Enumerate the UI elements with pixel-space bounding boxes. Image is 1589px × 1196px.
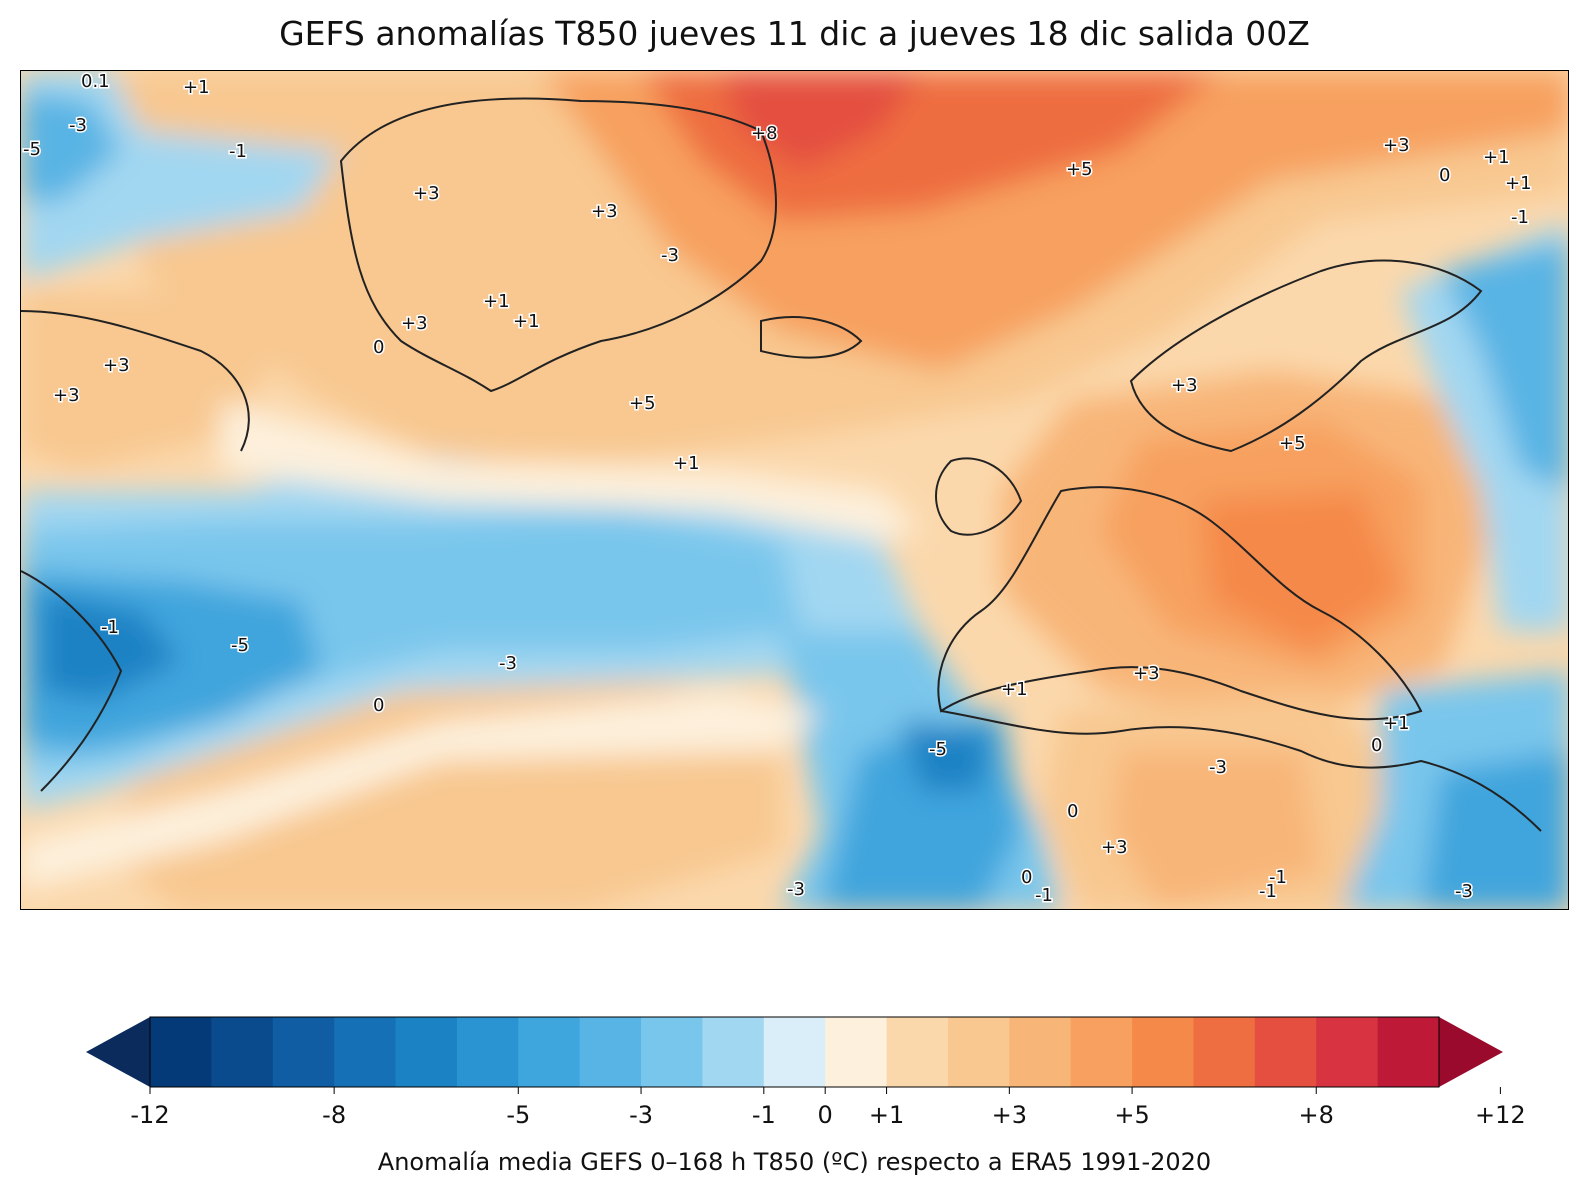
contour-label: -1 bbox=[1511, 207, 1529, 228]
colorbar-tick-label: -3 bbox=[629, 1101, 653, 1129]
map-title: GEFS anomalías T850 jueves 11 dic a juev… bbox=[279, 14, 1310, 53]
contour-label: +5 bbox=[1066, 159, 1093, 180]
contour-label: -5 bbox=[23, 139, 41, 160]
contour-label: +1 bbox=[183, 77, 210, 98]
coastlines bbox=[21, 97, 1542, 832]
contour-label: -3 bbox=[787, 879, 805, 900]
contour-label: +3 bbox=[401, 313, 428, 334]
contour-label: +1 bbox=[1383, 713, 1410, 734]
colorbar-tick-label: 0 bbox=[818, 1101, 833, 1129]
colorbar-segment bbox=[1193, 1017, 1256, 1087]
contour-label: 0 bbox=[1439, 165, 1450, 186]
colorbar-tick-label: +3 bbox=[992, 1101, 1027, 1129]
contour-label: +1 bbox=[1505, 173, 1532, 194]
colorbar-segment bbox=[1009, 1017, 1072, 1087]
colorbar-segment bbox=[334, 1017, 397, 1087]
contour-label: -5 bbox=[231, 635, 249, 656]
contour-label: -1 bbox=[229, 141, 247, 162]
colorbar-segment bbox=[211, 1017, 274, 1087]
contour-label: -1 bbox=[1259, 881, 1277, 902]
anomaly-field: 0.1 +1 -3 -5 -1 +3 +3 +8 +5 +3 +1 0 +1 -… bbox=[21, 71, 1568, 909]
contour-label: +1 bbox=[673, 453, 700, 474]
colorbar: -12 -8 -5 -3 -1 0 +1 +3 +5 +8 +12 bbox=[86, 1016, 1526, 1129]
colorbar-segment bbox=[272, 1017, 335, 1087]
contour-label: -1 bbox=[1035, 885, 1053, 906]
colorbar-tick-label: -8 bbox=[322, 1101, 346, 1129]
contour-label: +1 bbox=[483, 291, 510, 312]
contour-label: -3 bbox=[499, 653, 517, 674]
colorbar-tick-label: -1 bbox=[752, 1101, 776, 1129]
colorbar-segment bbox=[1254, 1017, 1317, 1087]
contour-label: -3 bbox=[1455, 881, 1473, 902]
colorbar-outline bbox=[149, 1016, 1440, 1088]
contour-label: -3 bbox=[69, 115, 87, 136]
colorbar-segment bbox=[1132, 1017, 1194, 1087]
colorbar-segment bbox=[825, 1017, 888, 1087]
contour-labels: 0.1 +1 -3 -5 -1 +3 +3 +8 +5 +3 +1 0 +1 -… bbox=[22, 71, 1534, 908]
contour-label: 0.1 bbox=[81, 71, 110, 92]
contour-label: 0 bbox=[1067, 801, 1078, 822]
contour-label: 0 bbox=[1371, 735, 1382, 756]
contour-label: +5 bbox=[629, 393, 656, 414]
colorbar-segment bbox=[579, 1017, 642, 1087]
anomaly-map: 0.1 +1 -3 -5 -1 +3 +3 +8 +5 +3 +1 0 +1 -… bbox=[20, 70, 1569, 910]
colorbar-min-extend bbox=[86, 1017, 150, 1087]
colorbar-segment bbox=[1377, 1017, 1440, 1087]
colorbar-ticks: -12 -8 -5 -3 -1 0 +1 +3 +5 +8 +12 bbox=[130, 1087, 1526, 1129]
contour-label: +3 bbox=[591, 201, 618, 222]
colorbar-max-extend bbox=[1439, 1017, 1503, 1087]
contour-label: +3 bbox=[53, 385, 80, 406]
colorbar-segment bbox=[886, 1017, 949, 1087]
colorbar-tick-label: +12 bbox=[1475, 1101, 1526, 1129]
contour-label: -5 bbox=[929, 739, 947, 760]
colorbar-segment bbox=[1316, 1017, 1379, 1087]
contour-label: +3 bbox=[413, 183, 440, 204]
contour-label: +3 bbox=[1383, 135, 1410, 156]
contour-label: +3 bbox=[103, 355, 130, 376]
contour-label: -3 bbox=[1209, 757, 1227, 778]
colorbar-caption: Anomalía media GEFS 0–168 h T850 (ºC) re… bbox=[377, 1148, 1212, 1176]
colorbar-segment bbox=[702, 1017, 765, 1087]
colorbar-segment bbox=[947, 1017, 1010, 1087]
contour-label: 0 bbox=[1021, 867, 1032, 888]
colorbar-tick-label: -12 bbox=[130, 1101, 169, 1129]
contour-label: +3 bbox=[1101, 837, 1128, 858]
contour-label: +1 bbox=[513, 311, 540, 332]
colorbar-tick-label: -5 bbox=[506, 1101, 530, 1129]
contour-label: 0 bbox=[373, 695, 384, 716]
contour-label: -1 bbox=[1269, 867, 1287, 888]
colorbar-segment bbox=[1070, 1017, 1133, 1087]
colorbar-segment bbox=[395, 1017, 458, 1087]
colorbar-tick-label: +1 bbox=[869, 1101, 904, 1129]
contour-label: +1 bbox=[1001, 679, 1028, 700]
contour-label: -1 bbox=[101, 617, 119, 638]
colorbar-tick-label: +8 bbox=[1299, 1101, 1334, 1129]
contour-label: +5 bbox=[1279, 433, 1306, 454]
contour-label: +3 bbox=[1133, 663, 1160, 684]
colorbar-tick-label: +5 bbox=[1114, 1101, 1149, 1129]
contour-label: +1 bbox=[1483, 147, 1510, 168]
contour-label: +8 bbox=[751, 123, 778, 144]
colorbar-segment bbox=[150, 1017, 212, 1087]
colorbar-segments bbox=[150, 1017, 1440, 1087]
colorbar-segment bbox=[763, 1017, 826, 1087]
colorbar-segment bbox=[456, 1017, 519, 1087]
contour-label: +3 bbox=[1171, 375, 1198, 396]
colorbar-segment bbox=[641, 1017, 703, 1087]
contour-label: 0 bbox=[373, 337, 384, 358]
colorbar-segment bbox=[518, 1017, 581, 1087]
contour-label: -3 bbox=[661, 245, 679, 266]
